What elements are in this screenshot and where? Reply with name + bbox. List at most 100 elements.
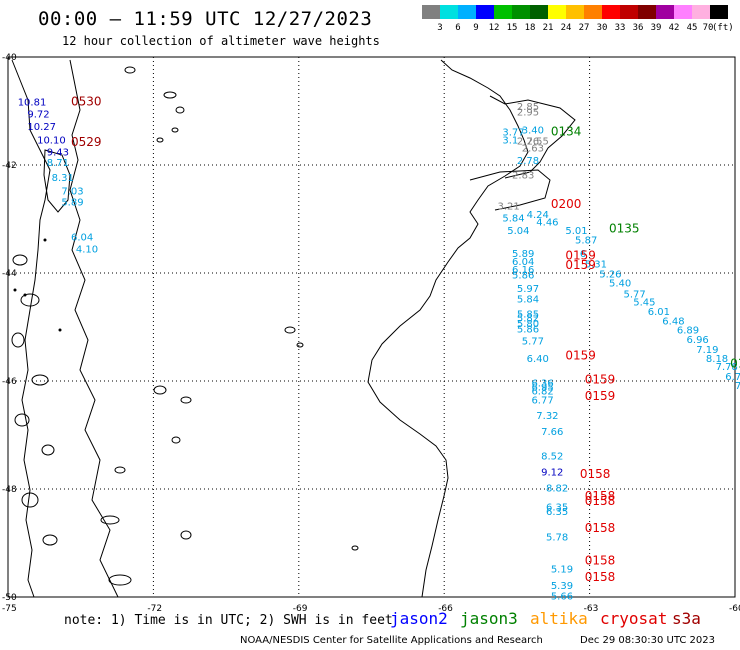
legend-jason2: jason2 xyxy=(390,609,448,628)
pass-time-label: 0158 xyxy=(580,467,611,481)
coastal-island-outline xyxy=(12,254,28,266)
swh-value-label: 10.27 xyxy=(27,122,56,133)
coastal-island-outline xyxy=(171,436,181,444)
coastal-island-outline xyxy=(153,385,167,395)
swh-value-label: 5.40 xyxy=(609,279,631,290)
page-subtitle: 12 hour collection of altimeter wave hei… xyxy=(62,34,380,48)
scale-label: 9 xyxy=(473,23,479,33)
swh-value-label: 8.71 xyxy=(47,158,69,169)
legend-jason3: jason3 xyxy=(460,609,518,628)
swh-value-label: 3.77 xyxy=(502,127,524,138)
swh-value-label: 5.45 xyxy=(633,297,655,308)
scale-swatch xyxy=(710,5,728,19)
credit-line: NOAA/NESDIS Center for Satellite Applica… xyxy=(240,635,543,646)
swh-value-label: 6.35 xyxy=(546,503,568,514)
coastal-island-outline xyxy=(180,530,192,540)
valdes-peninsula-outline xyxy=(489,95,576,179)
latitude-tick-label: -44 xyxy=(2,269,17,279)
scale-swatch xyxy=(584,5,602,19)
swh-value-label: 5.78 xyxy=(546,532,568,543)
scale-swatch xyxy=(692,5,710,19)
swh-value-label: 7.19 xyxy=(696,345,718,356)
swh-value-label: 5.86 xyxy=(517,324,539,335)
coastal-island-outline xyxy=(100,515,120,525)
latitude-tick-label: -50 xyxy=(2,593,17,603)
scale-label: 70 xyxy=(702,23,714,33)
scale-label: 21 xyxy=(542,23,554,33)
swh-value-label: 8.31 xyxy=(52,173,74,184)
swh-value-label: 6.95 xyxy=(531,383,553,394)
pass-time-label: 0158 xyxy=(585,521,616,535)
page-title: 00:00 – 11:59 UTC 12/27/2023 xyxy=(38,8,373,30)
swh-value-label: 2.85 xyxy=(517,102,539,113)
land-dot xyxy=(43,238,47,242)
scale-swatch xyxy=(656,5,674,19)
swh-value-label: 3.1 xyxy=(502,135,518,146)
swh-value-label: 6.36 xyxy=(531,378,553,389)
swh-value-label: 5.86 xyxy=(512,270,534,281)
swh-value-label: 5.85 xyxy=(517,309,539,320)
scale-swatch xyxy=(548,5,566,19)
pass-time-label: 0159 xyxy=(585,389,616,403)
scale-swatch xyxy=(638,5,656,19)
pass-time-label: 0136 xyxy=(730,357,740,371)
coastal-island-outline xyxy=(296,342,304,348)
swh-value-label: 6.89 xyxy=(677,325,699,336)
andes-coastline-inner xyxy=(69,59,119,598)
swh-value-label: 5.31 xyxy=(585,260,607,271)
swh-value-label: 5.77 xyxy=(624,289,646,300)
swh-value-label: 5.39 xyxy=(551,581,573,592)
coastal-island-outline xyxy=(171,127,179,133)
swh-value-label: 7.03 xyxy=(61,187,83,198)
swh-value-label: 5.80 xyxy=(517,319,539,330)
land-dot xyxy=(13,288,17,292)
scale-swatch xyxy=(512,5,530,19)
pass-time-label: 0530 xyxy=(71,95,102,109)
gulf-outline xyxy=(469,169,551,211)
scale-label: 42 xyxy=(668,23,680,33)
pass-time-label: 0200 xyxy=(551,197,582,211)
swh-value-label: 6 xyxy=(580,249,586,260)
swh-value-label: 6.82 xyxy=(531,387,553,398)
swh-value-label: 2.55 xyxy=(527,136,549,147)
swh-value-label: 2.95 xyxy=(517,107,539,118)
latitude-tick-label: -42 xyxy=(2,161,17,171)
land-dot xyxy=(23,293,27,297)
swh-value-label: 5.87 xyxy=(575,235,597,246)
swh-value-label: 8.82 xyxy=(546,484,568,495)
scale-label: 30 xyxy=(596,23,608,33)
map-frame xyxy=(7,56,736,598)
scale-swatch xyxy=(494,5,512,19)
pass-time-label: 0158 xyxy=(585,554,616,568)
swh-value-label: 6.16 xyxy=(512,265,534,276)
longitude-tick-label: -66 xyxy=(438,604,453,614)
land-dot xyxy=(58,328,62,332)
swh-value-label: 9.72 xyxy=(27,109,49,120)
pass-time-label: 0158 xyxy=(585,489,616,503)
coastal-island-outline xyxy=(14,413,30,427)
scale-label: 39 xyxy=(650,23,662,33)
swh-value-label: 6.40 xyxy=(527,354,549,365)
swh-value-label: 5.89 xyxy=(512,249,534,260)
longitude-tick-label: -69 xyxy=(293,604,308,614)
swh-value-label: 10.81 xyxy=(18,98,47,109)
latitude-tick-label: -40 xyxy=(2,53,17,63)
scale-label: 12 xyxy=(488,23,500,33)
longitude-tick-label: -75 xyxy=(2,604,17,614)
swh-value-label: 2.83 xyxy=(512,171,534,182)
latitude-tick-label: -46 xyxy=(2,377,17,387)
pass-time-label: 0159 xyxy=(565,249,596,263)
coastal-island-outline xyxy=(41,444,55,456)
swh-value-label: 5.97 xyxy=(517,284,539,295)
swh-value-label: 7.32 xyxy=(536,411,558,422)
coastal-island-outline xyxy=(114,466,126,474)
swh-value-label: 5.77 xyxy=(522,336,544,347)
coastal-island-outline xyxy=(351,545,359,551)
scale-unit: (ft) xyxy=(712,23,734,33)
swh-value-label: 6.75 xyxy=(725,372,740,383)
scale-swatch xyxy=(674,5,692,19)
scale-label: 27 xyxy=(578,23,590,33)
swh-value-label: 6.35 xyxy=(546,507,568,518)
swh-value-label: 5.89 xyxy=(61,198,83,209)
swh-value-label: 2.63 xyxy=(522,144,544,155)
